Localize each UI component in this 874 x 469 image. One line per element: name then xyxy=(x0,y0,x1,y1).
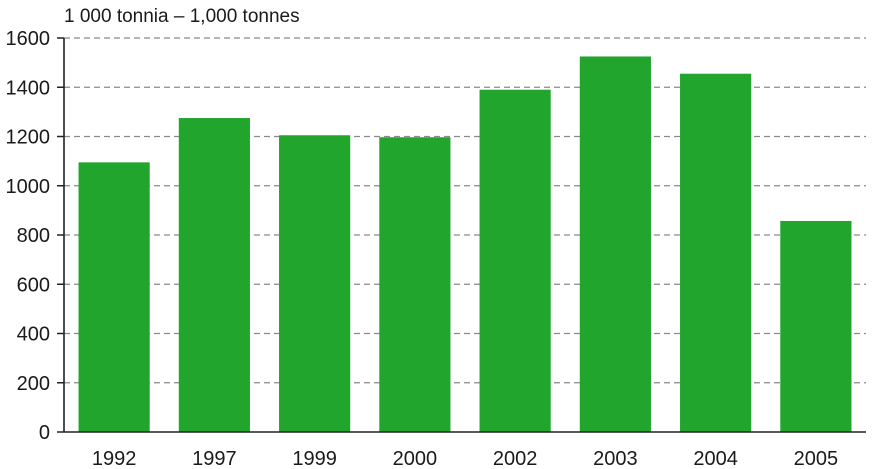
y-tick-label: 1000 xyxy=(6,176,51,198)
x-tick-label: 1999 xyxy=(292,448,337,469)
x-tick-label: 1992 xyxy=(92,448,137,469)
y-tick-label: 600 xyxy=(17,274,50,296)
y-tick-labels: 0 200 400 600 800 1000 1200 1400 1600 xyxy=(6,28,51,444)
bar-2003 xyxy=(579,56,651,432)
y-tick-label: 200 xyxy=(17,373,50,395)
y-tick-label: 400 xyxy=(17,324,50,346)
x-tick-label: 2003 xyxy=(593,448,638,469)
y-tick-label: 800 xyxy=(17,225,50,247)
x-tick-label: 2004 xyxy=(693,448,738,469)
x-tick-labels: 1992 1997 1999 2000 2002 2003 2004 2005 xyxy=(92,448,838,469)
y-tick-label: 1600 xyxy=(6,28,51,50)
bar-1997 xyxy=(178,118,250,432)
x-tick-label: 2002 xyxy=(493,448,538,469)
bar-2004 xyxy=(680,73,752,433)
y-tick-label: 1200 xyxy=(6,127,51,149)
bar-1992 xyxy=(78,162,150,432)
y-tick-label: 1400 xyxy=(6,77,51,99)
y-tick-label: 0 xyxy=(39,422,50,444)
x-tick-label: 2005 xyxy=(794,448,839,469)
x-tick-label: 2000 xyxy=(393,448,438,469)
bar-2002 xyxy=(479,89,551,433)
bar-layer xyxy=(78,56,852,433)
x-tick-label: 1997 xyxy=(192,448,237,469)
bar-2000 xyxy=(379,137,451,432)
bar-1999 xyxy=(279,135,351,433)
axis-layer xyxy=(57,37,866,433)
y-unit-label: 1 000 tonnia – 1,000 tonnes xyxy=(64,6,300,27)
bar-2005 xyxy=(780,220,852,432)
